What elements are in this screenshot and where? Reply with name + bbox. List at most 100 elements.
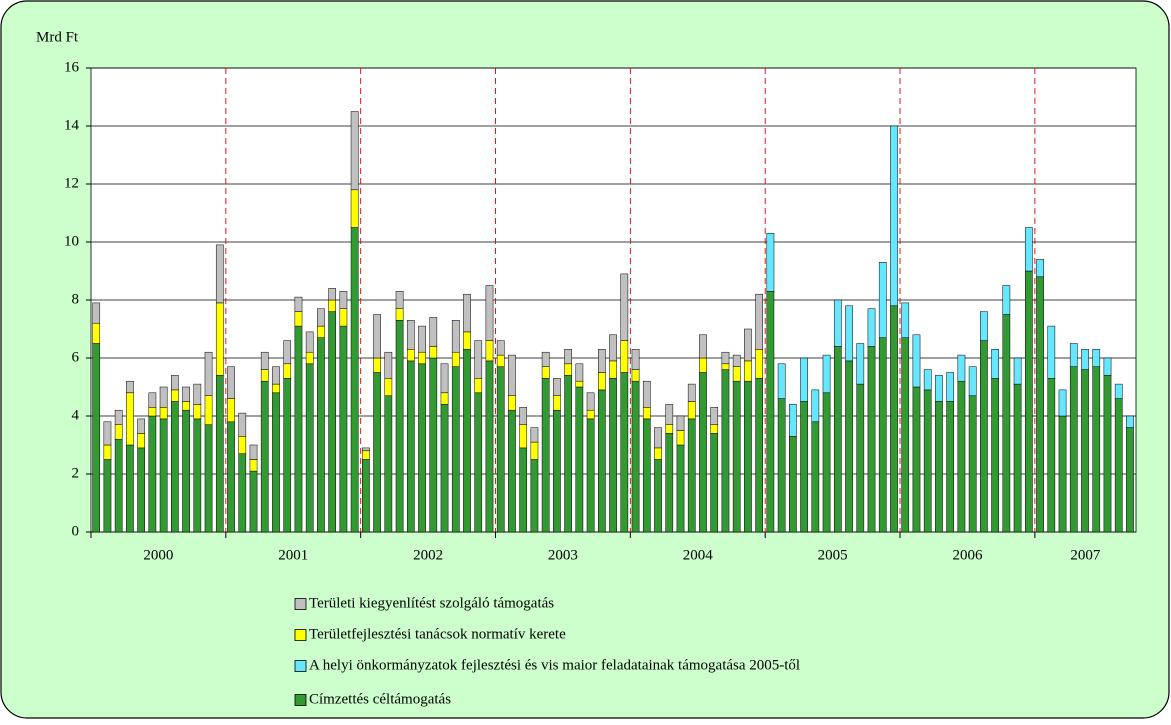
- y-tick-label: 2: [72, 465, 80, 481]
- bar-segment: [204, 351, 213, 396]
- bar-segment: [631, 380, 640, 533]
- y-tick-label: 6: [72, 349, 80, 365]
- y-tick-label: 12: [64, 175, 79, 191]
- bar-segment: [227, 366, 235, 399]
- bar-segment: [519, 424, 528, 449]
- bar-segment: [238, 436, 247, 454]
- bar-segment: [182, 386, 190, 402]
- bar-segment: [339, 325, 348, 533]
- bar-segment: [148, 415, 157, 533]
- bar-segment: [968, 366, 977, 396]
- bar-segment: [620, 372, 629, 533]
- bar-segment: [822, 354, 831, 394]
- bar-segment: [485, 285, 494, 341]
- bar-segment: [406, 360, 415, 533]
- legend-swatch: [294, 598, 307, 610]
- bar-segment: [744, 380, 752, 533]
- bar-segment: [204, 395, 213, 425]
- bar-segment: [642, 418, 651, 533]
- bar-segment: [676, 430, 685, 446]
- bar-segment: [215, 375, 224, 533]
- bar-segment: [744, 360, 752, 382]
- legend-swatch: [294, 629, 307, 641]
- bar-segment: [575, 386, 584, 533]
- x-tick-label: 2002: [413, 547, 443, 563]
- bar-segment: [137, 447, 145, 533]
- bar-segment: [227, 398, 235, 423]
- bar-segment: [732, 380, 741, 533]
- bar-segment: [609, 378, 617, 533]
- bar-segment: [935, 375, 943, 402]
- bar-segment: [755, 293, 763, 350]
- legend-swatch: [294, 660, 307, 672]
- bar-segment: [350, 227, 359, 533]
- bar-segment: [92, 322, 101, 344]
- bar-segment: [564, 363, 572, 376]
- bar-segment: [1114, 398, 1123, 533]
- bar-segment: [609, 334, 617, 362]
- bar-segment: [968, 395, 977, 533]
- bar-segment: [193, 404, 202, 420]
- bar-segment: [350, 111, 359, 191]
- bar-segment: [384, 351, 393, 379]
- bar-segment: [755, 349, 763, 379]
- bar-segment: [822, 392, 831, 533]
- bar-segment: [294, 325, 303, 533]
- bar-segment: [867, 308, 876, 347]
- x-tick-label: 2001: [278, 547, 308, 563]
- bar-segment: [642, 407, 651, 420]
- bar-segment: [1081, 349, 1089, 370]
- bar-segment: [980, 311, 988, 341]
- bar-segment: [103, 459, 112, 533]
- bar-segment: [429, 317, 438, 347]
- bar-segment: [451, 366, 460, 533]
- bar-segment: [935, 401, 943, 533]
- bar-segment: [272, 383, 280, 394]
- bar-segment: [114, 438, 123, 533]
- bar-segment: [305, 363, 314, 533]
- bar-segment: [800, 401, 808, 533]
- bar-segment: [305, 331, 314, 353]
- bar-segment: [418, 325, 426, 353]
- bar-segment: [1047, 325, 1056, 379]
- bar-segment: [317, 325, 325, 338]
- bar-segment: [508, 354, 516, 396]
- bar-segment: [676, 444, 685, 533]
- bar-segment: [1114, 383, 1123, 399]
- bar-segment: [182, 409, 190, 533]
- bar-segment: [991, 349, 999, 379]
- x-tick-label: 2006: [952, 547, 983, 563]
- bar-segment: [878, 337, 887, 533]
- bar-segment: [1081, 369, 1089, 533]
- bar-segment: [362, 450, 370, 460]
- bar-segment: [373, 357, 381, 373]
- bar-segment: [890, 305, 898, 533]
- bar-segment: [541, 378, 550, 533]
- bar-segment: [890, 125, 898, 307]
- bar-segment: [328, 311, 337, 533]
- bar-segment: [1013, 357, 1022, 385]
- bar-segment: [238, 453, 247, 533]
- y-tick-label: 10: [64, 233, 79, 249]
- bar-segment: [92, 343, 101, 533]
- bar-segment: [92, 302, 101, 324]
- bar-segment: [878, 262, 887, 338]
- bar-segment: [1058, 415, 1067, 533]
- bar-segment: [215, 302, 224, 376]
- bar-segment: [103, 421, 112, 446]
- bar-segment: [339, 291, 348, 309]
- bar-segment: [721, 351, 730, 365]
- y-tick-label: 8: [72, 291, 80, 307]
- bar-segment: [597, 389, 606, 533]
- bar-segment: [238, 412, 247, 437]
- y-tick-label: 4: [72, 407, 80, 423]
- bar-segment: [755, 378, 763, 533]
- x-tick-label: 2000: [143, 547, 173, 563]
- bar-segment: [496, 340, 505, 356]
- y-tick-label: 16: [64, 59, 80, 75]
- bar-segment: [373, 372, 381, 533]
- bar-segment: [463, 293, 471, 333]
- bar-segment: [474, 392, 483, 533]
- bar-segment: [317, 337, 325, 533]
- bar-segment: [249, 444, 258, 460]
